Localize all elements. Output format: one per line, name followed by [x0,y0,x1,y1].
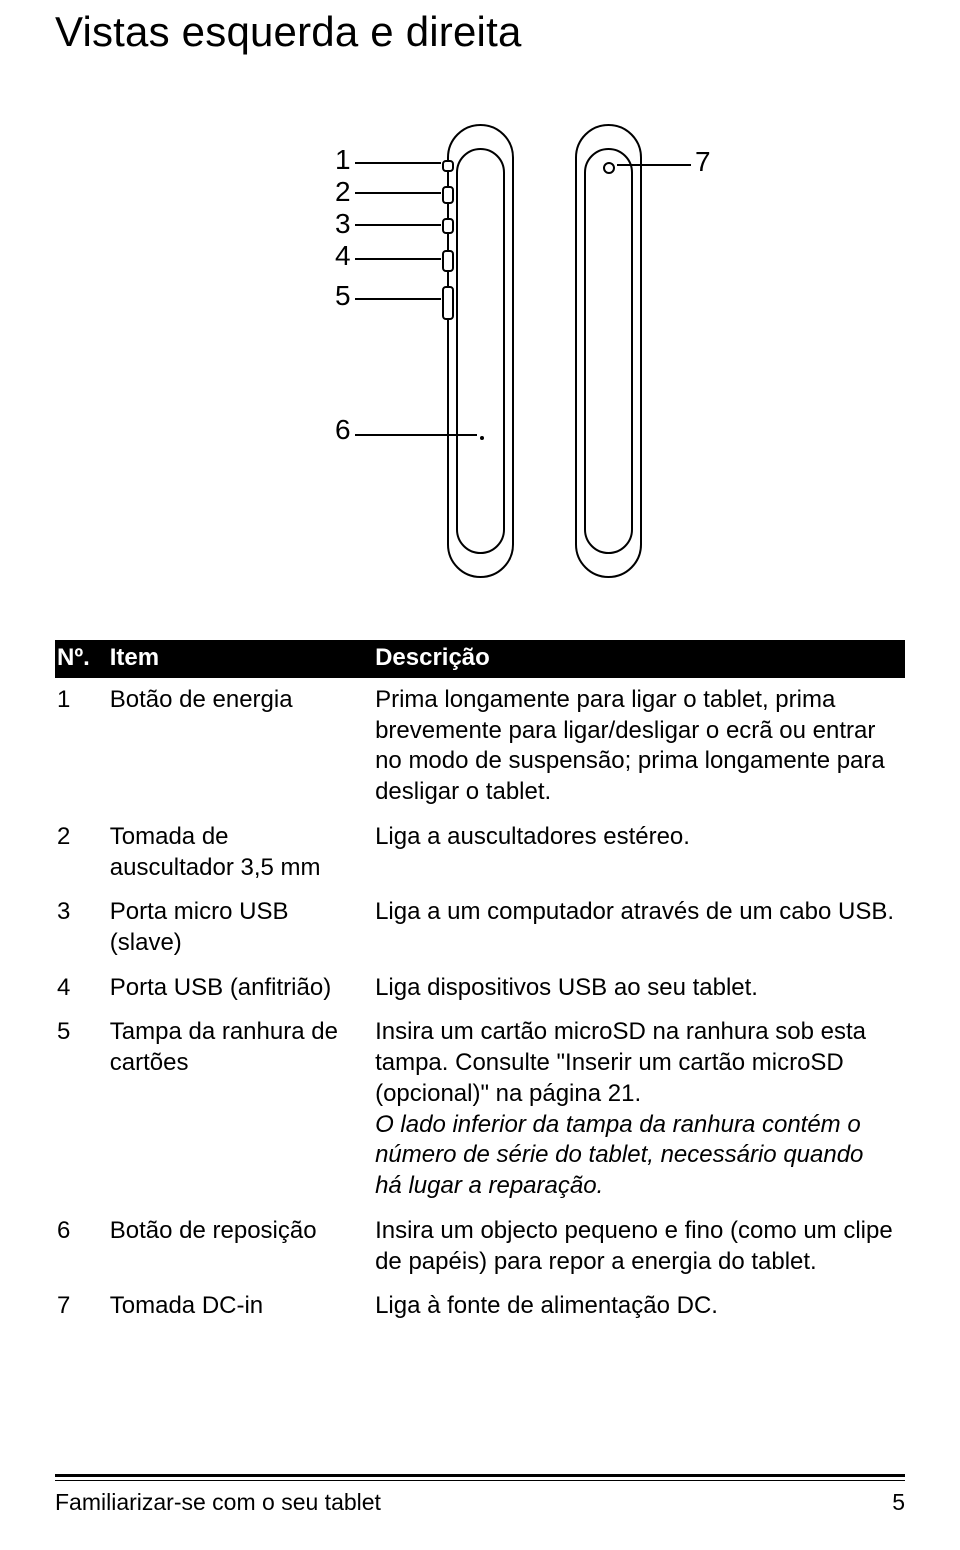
diagram-label-6: 6 [335,414,351,446]
table-header-row: Nº. Item Descrição [55,640,905,678]
col-header-description: Descrição [365,640,905,678]
leader-7 [617,164,691,166]
port-1 [442,160,454,172]
leader-5 [355,298,441,300]
footer-rule-bottom [55,1480,905,1481]
leader-2 [355,192,441,194]
cell-item: Botão de reposição [100,1209,365,1284]
table-row: 7 Tomada DC-in Liga à fonte de alimentaç… [55,1284,905,1329]
footer-section-title: Familiarizar-se com o seu tablet [55,1489,381,1516]
cell-desc: Liga a um computador através de um cabo … [365,890,905,965]
diagram-label-2: 2 [335,176,351,208]
table-row: 4 Porta USB (anfitrião) Liga dispositivo… [55,966,905,1011]
col-header-item: Item [100,640,365,678]
leader-6 [355,434,477,436]
table-row: 5 Tampa da ranhura de cartões Insira um … [55,1010,905,1208]
cell-desc: Liga dispositivos USB ao seu tablet. [365,966,905,1011]
table-row: 3 Porta micro USB (slave) Liga a um comp… [55,890,905,965]
diagram-label-4: 4 [335,240,351,272]
diagram-label-1: 1 [335,144,351,176]
cell-number: 4 [55,966,100,1011]
section-heading: Vistas esquerda e direita [55,8,905,56]
device-left-inner [456,148,505,554]
cell-number: 1 [55,678,100,815]
cell-item: Tomada DC-in [100,1284,365,1329]
diagram-label-7: 7 [695,146,711,178]
page-footer: Familiarizar-se com o seu tablet 5 [55,1474,905,1516]
cell-number: 5 [55,1010,100,1208]
port-2 [442,186,454,204]
cell-item: Porta micro USB (slave) [100,890,365,965]
leader-3 [355,224,441,226]
cell-desc: Prima longamente para ligar o tablet, pr… [365,678,905,815]
port-4 [442,250,454,272]
port-6-pinhole [480,436,484,440]
table-row: 2 Tomada de auscultador 3,5 mm Liga a au… [55,815,905,890]
leader-4 [355,258,441,260]
cell-number: 6 [55,1209,100,1284]
cell-item: Tampa da ranhura de cartões [100,1010,365,1208]
cell-desc-line2-italic: O lado inferior da tampa da ranhura cont… [375,1111,863,1199]
cell-desc: Insira um objecto pequeno e fino (como u… [365,1209,905,1284]
cell-number: 2 [55,815,100,890]
table-row: 6 Botão de reposição Insira um objecto p… [55,1209,905,1284]
parts-table: Nº. Item Descrição 1 Botão de energia Pr… [55,640,905,1329]
port-5 [442,286,454,320]
device-right-inner [584,148,633,554]
cell-desc: Liga à fonte de alimentação DC. [365,1284,905,1329]
side-views-diagram: 1 2 3 4 5 6 7 [55,96,905,616]
cell-desc-line1: Insira um cartão microSD na ranhura sob … [375,1018,866,1106]
footer-page-number: 5 [892,1489,905,1516]
port-7 [603,162,615,174]
device-right [575,124,642,578]
cell-item: Botão de energia [100,678,365,815]
cell-number: 7 [55,1284,100,1329]
cell-item: Tomada de auscultador 3,5 mm [100,815,365,890]
cell-item: Porta USB (anfitrião) [100,966,365,1011]
cell-desc: Insira um cartão microSD na ranhura sob … [365,1010,905,1208]
device-left [447,124,514,578]
cell-desc: Liga a auscultadores estéreo. [365,815,905,890]
col-header-number: Nº. [55,640,100,678]
port-3 [442,218,454,234]
leader-1 [355,162,441,164]
footer-rule-top [55,1474,905,1477]
diagram-label-3: 3 [335,208,351,240]
table-row: 1 Botão de energia Prima longamente para… [55,678,905,815]
cell-number: 3 [55,890,100,965]
diagram-label-5: 5 [335,280,351,312]
